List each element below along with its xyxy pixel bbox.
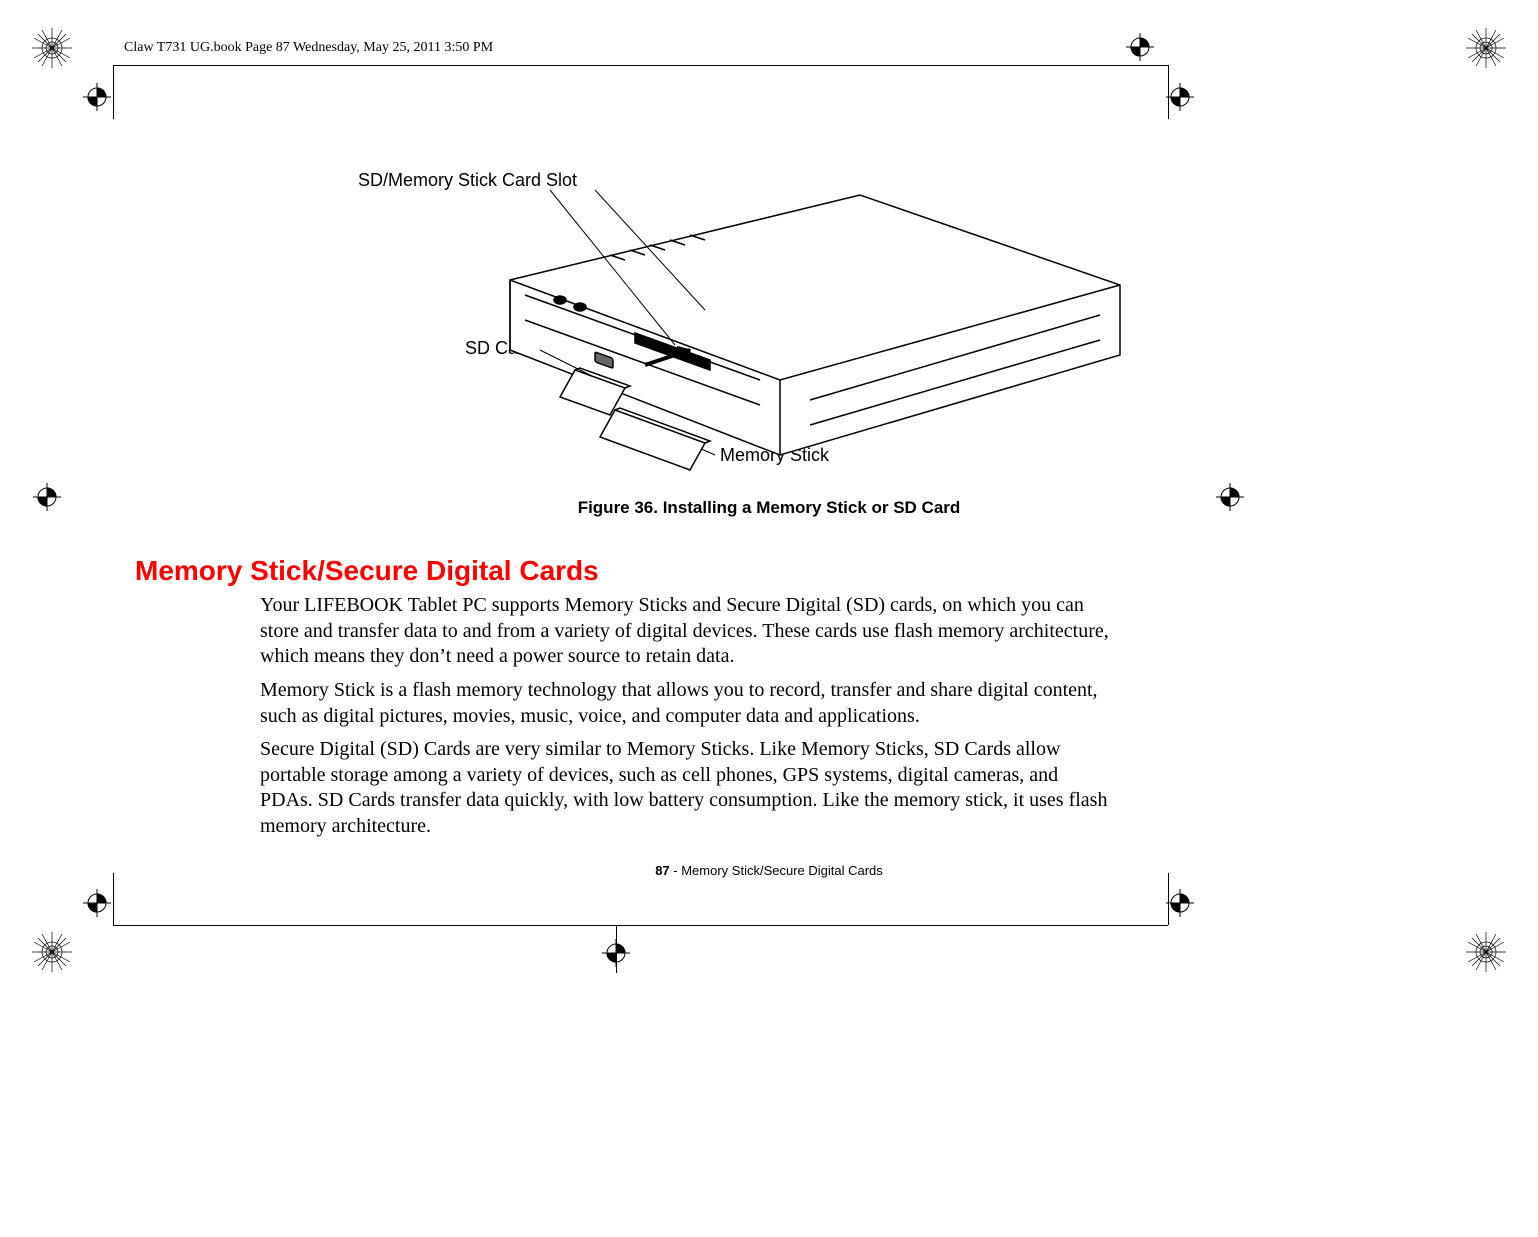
crop-line [113,65,1168,66]
regmark-top-right-icon [1466,28,1506,68]
page-number: 87 [655,863,669,878]
crosshair-icon [83,889,111,917]
body-paragraph: Memory Stick is a flash memory technolog… [260,678,1110,729]
running-head: Claw T731 UG.book Page 87 Wednesday, May… [124,40,493,56]
regmark-top-left-icon [32,28,72,68]
page-footer: 87 - Memory Stick/Secure Digital Cards [0,863,1538,878]
crosshair-icon [1126,33,1154,61]
crop-line [113,65,114,119]
crosshair-icon [83,83,111,111]
regmark-bottom-right-icon [1466,932,1506,972]
crosshair-icon [1166,83,1194,111]
figure-caption: Figure 36. Installing a Memory Stick or … [0,498,1538,518]
footer-section-title: - Memory Stick/Secure Digital Cards [670,863,883,878]
crop-line [1168,65,1169,119]
crop-line [113,925,1168,926]
regmark-bottom-left-icon [32,932,72,972]
page: Claw T731 UG.book Page 87 Wednesday, May… [0,0,1538,1237]
crop-line [113,873,114,925]
section-heading: Memory Stick/Secure Digital Cards [135,555,599,587]
figure-diagram [480,185,1130,475]
crop-line [616,925,617,973]
body-paragraph: Secure Digital (SD) Cards are very simil… [260,737,1110,839]
crosshair-icon [1166,889,1194,917]
body-paragraph: Your LIFEBOOK Tablet PC supports Memory … [260,593,1110,670]
crop-line [1168,873,1169,925]
